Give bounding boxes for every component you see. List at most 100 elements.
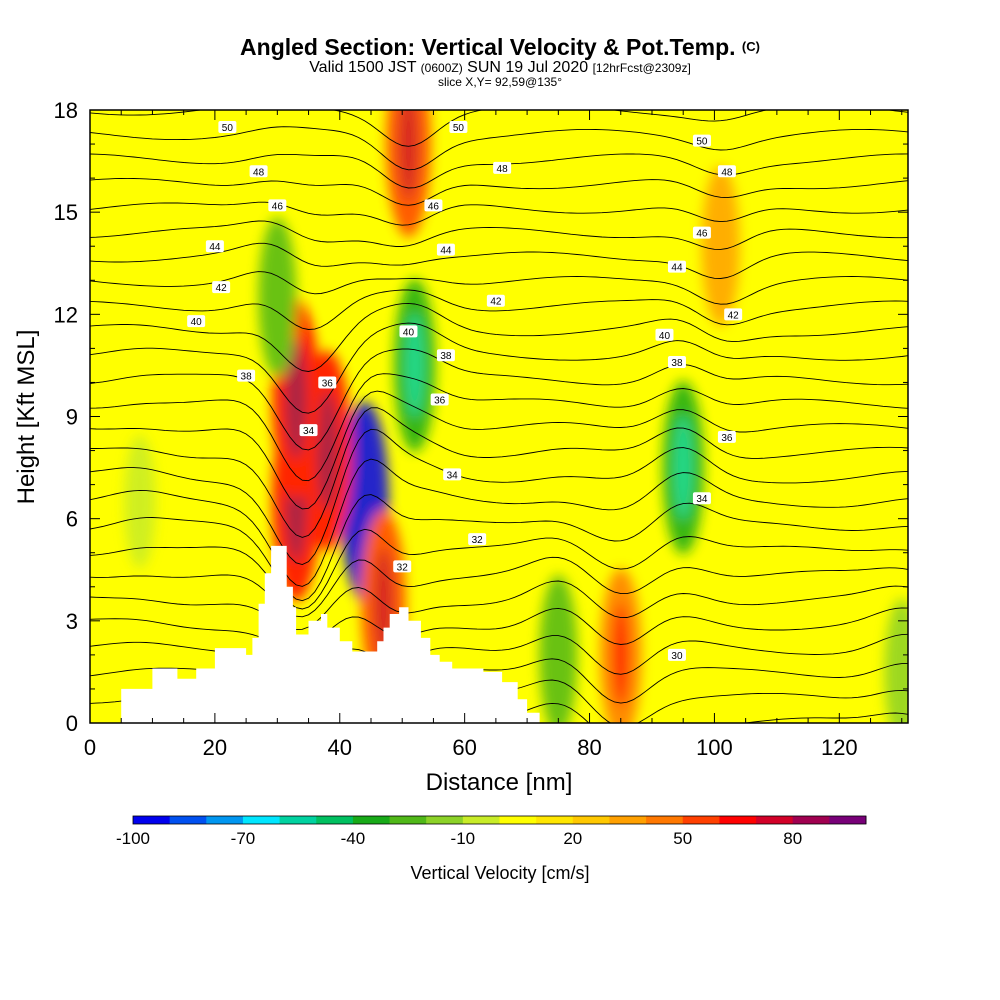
colorbar-segment [646, 816, 684, 824]
slice-info: slice X,Y= 92,59@135° [437, 75, 563, 89]
colorbar-segment [279, 816, 317, 824]
colorbar-tick-label: -10 [451, 829, 476, 848]
colorbar-segment [462, 816, 500, 824]
velocity-feature [258, 217, 297, 378]
colorbar-label: Vertical Velocity [cm/s] [410, 863, 590, 883]
colorbar-segment [352, 816, 391, 824]
isentrope-label-bg [393, 560, 412, 573]
isentrope-label: 46 [692, 226, 711, 240]
terrain-shape [90, 545, 908, 723]
isentrope-label-text: 40 [403, 327, 415, 338]
isentrope-label-text: 46 [428, 201, 440, 212]
y-tick-label: 6 [66, 507, 78, 532]
x-axis-label: Distance [nm] [426, 769, 573, 796]
isentrope-label: 46 [268, 199, 287, 212]
isentrope-label-bg [318, 376, 337, 389]
isentrope-line [90, 556, 908, 618]
isentrope-line [90, 271, 908, 305]
isentrope-label-text: 36 [322, 378, 334, 389]
isentrope-line [90, 242, 908, 279]
valid-time: Valid 1500 JST [309, 59, 417, 76]
isentrope-label-text: 34 [303, 426, 315, 437]
field-features [124, 110, 908, 723]
valid-time-line: Valid 1500 JST (0600Z) SUN 19 Jul 2020 [… [0, 60, 1000, 76]
isentrope-label-text: 38 [671, 358, 683, 369]
isentrope-label-bg [449, 121, 468, 134]
isentrope-label: 32 [468, 533, 487, 546]
isentrope-label: 40 [187, 315, 206, 328]
y-tick-label: 12 [54, 302, 78, 327]
isentrope-label-bg [717, 165, 736, 178]
colorbar-segment [389, 816, 427, 824]
isentrope-label-bg [187, 315, 206, 328]
y-axis-label: Height [Kft MSL] [13, 330, 40, 505]
valid-date: SUN 19 Jul 2020 [467, 59, 589, 76]
x-tick-label: 120 [821, 735, 858, 760]
isentrope-label: 38 [436, 349, 455, 362]
x-tick-label: 100 [696, 735, 733, 760]
isentrope-label-text: 44 [209, 242, 221, 253]
isentrope-label: 42 [486, 294, 505, 308]
isentrope-label: 38 [237, 369, 256, 383]
velocity-feature-core [673, 415, 693, 520]
copyright-mark: (C) [741, 39, 760, 54]
valid-zulu: (0600Z) [420, 61, 463, 75]
isentrope-label-text: 44 [671, 263, 683, 274]
isentrope-label-text: 46 [272, 201, 284, 212]
chart-title: Angled Section: Vertical Velocity & Pot.… [0, 36, 1000, 59]
velocity-feature [701, 166, 740, 327]
isentrope-label-text: 50 [696, 137, 708, 148]
terrain [90, 545, 908, 723]
isentrope-line [90, 407, 908, 538]
isentrope-label-text: 48 [253, 167, 265, 178]
isentrope-label-text: 42 [728, 310, 740, 321]
colorbar-segment [572, 816, 610, 824]
isentrope-label-text: 48 [721, 167, 733, 178]
colorbar-segment [682, 816, 720, 824]
isentrope-label: 44 [667, 260, 686, 274]
x-tick-label: 0 [84, 735, 96, 760]
isentrope-label-bg [717, 430, 736, 443]
field-base [90, 110, 908, 723]
isentrope-label-bg [249, 165, 268, 178]
isentrope-label-bg [692, 134, 711, 147]
isentrope-label-text: 44 [440, 246, 452, 257]
isentrope-label-bg [436, 349, 455, 362]
isentrope-label: 50 [449, 121, 468, 134]
chart-title-text: Angled Section: Vertical Velocity & Pot.… [240, 34, 736, 60]
isentrope-label-text: 50 [453, 123, 465, 134]
isentrope-label: 42 [212, 281, 231, 294]
isentrope-label: 48 [717, 165, 736, 178]
isentrope-label: 36 [430, 393, 449, 406]
isentrope-label-bg [468, 533, 487, 546]
x-tick-label: 60 [452, 735, 476, 760]
isentrope-label-bg [493, 161, 512, 174]
isentrope-label-text: 34 [447, 470, 459, 481]
colorbar-tick-label: 20 [563, 829, 582, 848]
colorbar-segment [609, 816, 647, 824]
isentrope-label: 32 [393, 560, 412, 573]
y-tick-label: 15 [54, 200, 78, 225]
isentrope-label-text: 30 [671, 651, 683, 662]
y-tick-label: 3 [66, 609, 78, 634]
isentrope-label-bg [724, 308, 743, 321]
colorbar-segment [719, 816, 757, 824]
isentrope-label-text: 40 [191, 317, 203, 328]
isentrope-label-text: 40 [659, 331, 671, 342]
colorbar-segment [169, 816, 207, 824]
colorbar-segment [206, 816, 244, 824]
isentrope-label: 50 [218, 121, 237, 134]
isentrope-line [90, 289, 908, 330]
y-tick-label: 9 [66, 405, 78, 430]
velocity-feature-core [611, 602, 631, 707]
isentrope-label: 38 [667, 356, 686, 369]
isentrope-label-bg [486, 294, 505, 307]
isentrope-label-bg [655, 328, 674, 341]
isentrope-label: 34 [692, 492, 711, 505]
velocity-feature-core [316, 390, 339, 511]
x-tick-label: 40 [328, 735, 352, 760]
isentrope-line [90, 201, 908, 226]
isentrope-label: 30 [667, 648, 686, 662]
isentrope-label-bg [692, 492, 711, 505]
colorbar-tick-label: -70 [231, 829, 256, 848]
